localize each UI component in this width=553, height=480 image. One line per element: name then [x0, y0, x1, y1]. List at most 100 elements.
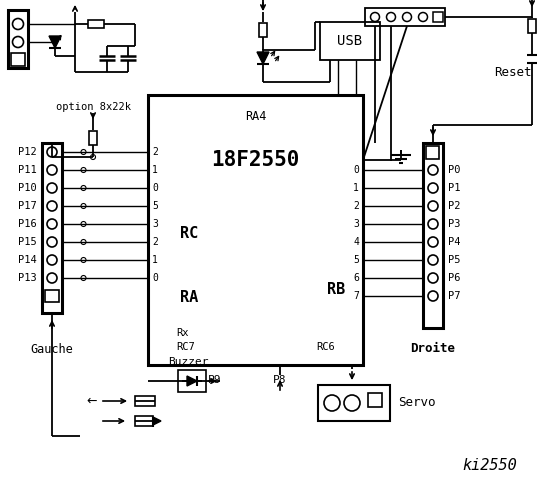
Circle shape — [324, 395, 340, 411]
Text: 0: 0 — [152, 183, 158, 193]
Circle shape — [47, 147, 57, 157]
Polygon shape — [49, 36, 61, 48]
Text: P5: P5 — [448, 255, 461, 265]
Text: ki2550: ki2550 — [463, 457, 518, 472]
Text: 0: 0 — [353, 165, 359, 175]
Bar — [426, 146, 439, 159]
Bar — [178, 370, 206, 392]
Text: P1: P1 — [448, 183, 461, 193]
Bar — [368, 393, 382, 407]
Circle shape — [419, 12, 427, 22]
Bar — [318, 385, 390, 421]
Text: USB: USB — [337, 34, 363, 48]
Text: option 8x22k: option 8x22k — [55, 102, 131, 112]
Circle shape — [344, 395, 360, 411]
Circle shape — [81, 221, 86, 227]
Circle shape — [403, 12, 411, 22]
Text: P13: P13 — [18, 273, 37, 283]
Text: 5: 5 — [152, 201, 158, 211]
Bar — [135, 396, 155, 406]
Circle shape — [81, 149, 86, 155]
Circle shape — [47, 165, 57, 175]
Text: 1: 1 — [152, 165, 158, 175]
Text: P0: P0 — [448, 165, 461, 175]
Bar — [45, 290, 59, 302]
Text: RC7: RC7 — [176, 342, 195, 352]
Text: 18F2550: 18F2550 — [211, 150, 300, 170]
Text: P17: P17 — [18, 201, 37, 211]
Text: P8: P8 — [273, 375, 287, 385]
Circle shape — [47, 273, 57, 283]
Text: P14: P14 — [18, 255, 37, 265]
Text: RA: RA — [180, 290, 198, 305]
Text: RA4: RA4 — [245, 110, 266, 123]
Text: P4: P4 — [448, 237, 461, 247]
Text: P7: P7 — [448, 291, 461, 301]
Text: Buzzer: Buzzer — [168, 357, 208, 367]
Polygon shape — [257, 52, 269, 64]
Bar — [148, 95, 363, 365]
Text: Reset: Reset — [494, 65, 531, 79]
Circle shape — [91, 155, 96, 159]
Text: Gauche: Gauche — [30, 343, 74, 356]
Bar — [365, 8, 445, 26]
Text: 2: 2 — [152, 237, 158, 247]
Text: P6: P6 — [448, 273, 461, 283]
Bar — [423, 143, 443, 328]
Circle shape — [47, 183, 57, 193]
Circle shape — [47, 255, 57, 265]
Circle shape — [428, 219, 438, 229]
Text: 2: 2 — [353, 201, 359, 211]
Circle shape — [428, 165, 438, 175]
Circle shape — [387, 12, 395, 22]
Text: Rx: Rx — [176, 328, 189, 338]
Circle shape — [81, 168, 86, 172]
Circle shape — [428, 291, 438, 301]
Text: 5: 5 — [353, 255, 359, 265]
Bar — [528, 19, 536, 33]
Text: Servo: Servo — [398, 396, 436, 409]
Text: P15: P15 — [18, 237, 37, 247]
Circle shape — [81, 257, 86, 263]
Circle shape — [81, 204, 86, 208]
Text: 3: 3 — [353, 219, 359, 229]
Text: 1: 1 — [353, 183, 359, 193]
Polygon shape — [153, 417, 161, 425]
Text: 0: 0 — [152, 273, 158, 283]
Bar — [259, 23, 267, 37]
Circle shape — [428, 201, 438, 211]
Circle shape — [47, 237, 57, 247]
Text: 1: 1 — [152, 255, 158, 265]
Circle shape — [428, 255, 438, 265]
Text: ←: ← — [86, 395, 97, 408]
Circle shape — [81, 240, 86, 244]
Circle shape — [428, 183, 438, 193]
Text: RB: RB — [327, 283, 345, 298]
Text: RC: RC — [180, 226, 198, 240]
Text: 3: 3 — [152, 219, 158, 229]
Bar — [135, 416, 153, 426]
Text: RC6: RC6 — [316, 342, 335, 352]
Text: 2: 2 — [152, 147, 158, 157]
Text: P9: P9 — [208, 375, 222, 385]
Circle shape — [13, 19, 23, 29]
Bar — [433, 12, 443, 22]
Text: P16: P16 — [18, 219, 37, 229]
Bar — [11, 53, 25, 66]
Circle shape — [13, 36, 23, 48]
Text: P10: P10 — [18, 183, 37, 193]
Text: 4: 4 — [353, 237, 359, 247]
Text: 7: 7 — [353, 291, 359, 301]
Circle shape — [81, 276, 86, 280]
Text: P2: P2 — [448, 201, 461, 211]
Text: P12: P12 — [18, 147, 37, 157]
Circle shape — [47, 219, 57, 229]
Text: P11: P11 — [18, 165, 37, 175]
Text: P3: P3 — [448, 219, 461, 229]
Polygon shape — [187, 376, 197, 386]
Circle shape — [428, 273, 438, 283]
Circle shape — [371, 12, 379, 22]
Bar — [88, 20, 104, 28]
Text: Droite: Droite — [410, 342, 456, 355]
Bar — [8, 10, 28, 68]
